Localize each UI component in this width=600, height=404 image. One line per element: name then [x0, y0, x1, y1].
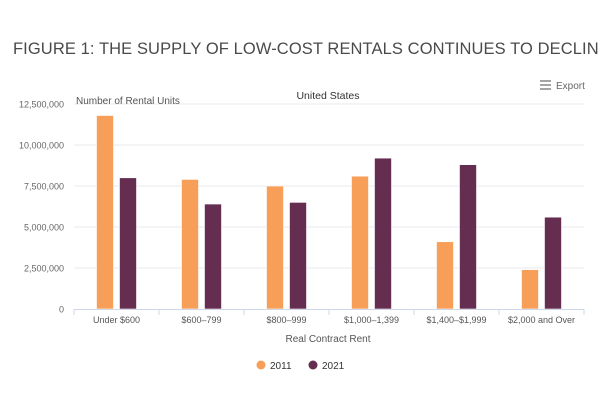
chart-title: United States	[296, 90, 359, 102]
bar-2021-0[interactable]	[119, 177, 137, 310]
y-tick-label: 0	[59, 305, 64, 315]
x-tick-label: $1,000–1,399	[344, 315, 399, 325]
hamburger-menu-icon	[540, 80, 551, 90]
bar-2011-5[interactable]	[521, 269, 539, 310]
x-axis-label: Real Contract Rent	[285, 334, 370, 345]
x-tick-label: $2,000 and Over	[508, 315, 575, 325]
x-tick-label: $600–799	[181, 315, 221, 325]
y-tick-label: 12,500,000	[19, 100, 64, 110]
bar-2011-4[interactable]	[436, 241, 454, 310]
bar-2021-4[interactable]	[459, 164, 477, 310]
y-tick-label: 7,500,000	[24, 182, 64, 192]
bar-2011-2[interactable]	[266, 185, 284, 310]
bar-2011-0[interactable]	[96, 115, 114, 310]
bar-2021-1[interactable]	[204, 203, 222, 310]
bar-2011-1[interactable]	[181, 179, 199, 310]
export-label: Export	[556, 81, 585, 92]
legend-marker-2011	[256, 360, 266, 370]
bar-2021-3[interactable]	[374, 157, 392, 310]
legend-marker-2021	[308, 360, 318, 370]
x-tick-label: Under $600	[93, 315, 140, 325]
legend-label-2021[interactable]: 2021	[322, 361, 345, 372]
x-tick-label: $1,400–$1,999	[426, 315, 486, 325]
legend-label-2011[interactable]: 2011	[270, 361, 292, 372]
bar-2021-2[interactable]	[289, 202, 307, 310]
y-tick-label: 2,500,000	[24, 264, 64, 274]
x-tick-label: $800–999	[266, 315, 306, 325]
y-axis-label: Number of Rental Units	[76, 96, 180, 107]
bar-2021-5[interactable]	[544, 216, 562, 310]
page-title: FIGURE 1: THE SUPPLY OF LOW-COST RENTALS…	[13, 40, 600, 58]
y-tick-label: 10,000,000	[19, 141, 64, 151]
y-tick-label: 5,000,000	[24, 223, 64, 233]
bar-2011-3[interactable]	[351, 175, 369, 310]
export-button[interactable]: Export	[540, 80, 585, 92]
